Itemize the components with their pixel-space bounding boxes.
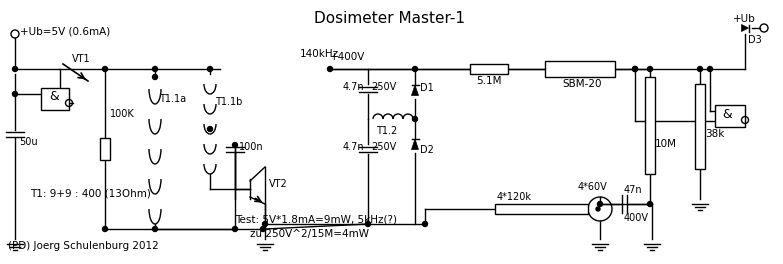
Text: 400V: 400V — [624, 213, 649, 223]
Circle shape — [153, 67, 157, 72]
Circle shape — [698, 67, 702, 72]
Circle shape — [327, 67, 333, 72]
Circle shape — [423, 221, 428, 227]
Circle shape — [233, 227, 237, 232]
Bar — [645, 77, 655, 174]
Text: 5.1M: 5.1M — [476, 76, 501, 86]
Text: T1.2: T1.2 — [376, 126, 397, 136]
Text: 250V: 250V — [371, 142, 396, 152]
Text: 38k: 38k — [705, 129, 724, 139]
Text: 250V: 250V — [371, 82, 396, 92]
Circle shape — [207, 67, 212, 72]
Text: +Ub: +Ub — [733, 14, 756, 24]
Bar — [41, 88, 69, 110]
Text: Dosimeter Master-1: Dosimeter Master-1 — [315, 11, 466, 26]
Text: D3: D3 — [748, 35, 762, 45]
Circle shape — [648, 201, 652, 206]
Text: SBM-20: SBM-20 — [562, 79, 601, 89]
Circle shape — [596, 207, 600, 211]
Text: 50u: 50u — [19, 137, 38, 147]
Polygon shape — [742, 25, 749, 31]
Bar — [100, 138, 110, 160]
Circle shape — [413, 67, 417, 72]
Text: &: & — [722, 107, 732, 120]
Text: 4*60V: 4*60V — [578, 182, 608, 192]
Text: zu 250V^2/15M=4mW: zu 250V^2/15M=4mW — [250, 229, 369, 239]
Circle shape — [633, 67, 637, 72]
Circle shape — [13, 67, 17, 72]
Bar — [495, 204, 588, 214]
Circle shape — [13, 92, 17, 97]
Circle shape — [153, 227, 157, 232]
Circle shape — [708, 67, 713, 72]
Text: +Ub=5V (0.6mA): +Ub=5V (0.6mA) — [20, 27, 110, 37]
Circle shape — [413, 116, 417, 121]
Text: +400V: +400V — [330, 52, 366, 62]
Text: Test: 5V*1.8mA=9mW, 5kHz(?): Test: 5V*1.8mA=9mW, 5kHz(?) — [235, 214, 397, 224]
Text: VT1: VT1 — [72, 54, 91, 64]
Text: (PD) Joerg Schulenburg 2012: (PD) Joerg Schulenburg 2012 — [8, 241, 159, 251]
Text: 140kHz: 140kHz — [300, 49, 339, 59]
Circle shape — [648, 67, 652, 72]
Bar — [715, 105, 745, 127]
Text: D2: D2 — [420, 145, 434, 155]
Text: 4.7n: 4.7n — [343, 142, 365, 152]
Text: D1: D1 — [420, 83, 434, 93]
Text: 47n: 47n — [624, 185, 643, 195]
Circle shape — [633, 67, 637, 72]
Text: 100n: 100n — [239, 142, 264, 152]
Circle shape — [153, 74, 157, 79]
Bar — [545, 61, 615, 77]
Polygon shape — [412, 85, 418, 96]
Bar — [470, 64, 508, 74]
Circle shape — [233, 143, 237, 148]
Circle shape — [262, 221, 268, 227]
Circle shape — [103, 227, 107, 232]
Circle shape — [597, 201, 602, 206]
Circle shape — [261, 227, 265, 232]
Bar — [695, 84, 705, 169]
Text: 4.7n: 4.7n — [343, 82, 365, 92]
Circle shape — [366, 221, 370, 227]
Text: T1.1a: T1.1a — [159, 94, 186, 104]
Text: 10M: 10M — [655, 139, 677, 149]
Text: &: & — [49, 91, 59, 103]
Text: VT2: VT2 — [269, 179, 287, 189]
Text: T1.1b: T1.1b — [215, 97, 243, 107]
Text: T1: 9+9 : 400 (13Ohm): T1: 9+9 : 400 (13Ohm) — [30, 189, 151, 199]
Polygon shape — [412, 139, 418, 149]
Text: 100K: 100K — [110, 109, 135, 119]
Circle shape — [207, 126, 212, 131]
Circle shape — [103, 67, 107, 72]
Text: 4*120k: 4*120k — [497, 192, 532, 202]
